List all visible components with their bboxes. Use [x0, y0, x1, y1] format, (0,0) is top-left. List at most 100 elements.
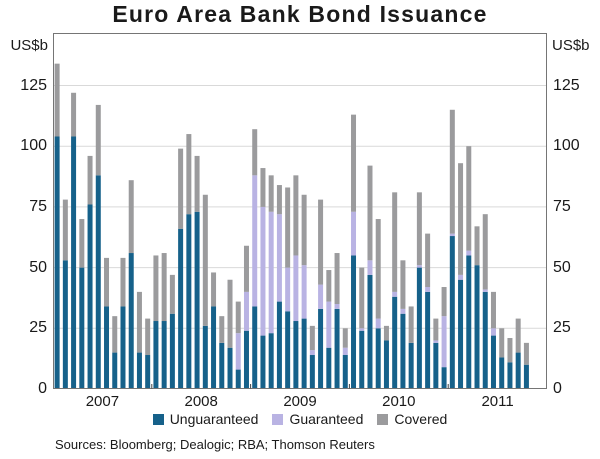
- bar-guaranteed-Mar-2010: [367, 260, 373, 275]
- bar-unguaranteed-Jul-2008: [202, 325, 208, 389]
- bar-covered-Oct-2009: [326, 270, 332, 302]
- chart-title: Euro Area Bank Bond Issuance: [112, 1, 488, 27]
- bar-covered-May-2011: [482, 214, 488, 290]
- bar-unguaranteed-Nov-2010: [433, 342, 439, 389]
- bar-covered-Jun-2009: [293, 175, 299, 256]
- y-tick-label-left-50: 50: [29, 258, 47, 276]
- y-tick-label-right-25: 25: [553, 319, 571, 337]
- bar-unguaranteed-Mar-2011: [466, 255, 472, 389]
- bar-unguaranteed-Sep-2007: [120, 306, 126, 389]
- bar-covered-Nov-2009: [334, 253, 340, 305]
- bar-covered-Mar-2010: [367, 165, 373, 261]
- bar-unguaranteed-May-2007: [87, 204, 93, 389]
- bar-unguaranteed-Jul-2010: [400, 313, 406, 389]
- bar-unguaranteed-Sep-2010: [416, 267, 422, 389]
- bar-unguaranteed-Aug-2011: [507, 362, 513, 389]
- bar-unguaranteed-Oct-2008: [227, 347, 233, 389]
- bar-unguaranteed-Jul-2007: [104, 306, 110, 389]
- bar-unguaranteed-Jun-2009: [293, 321, 299, 389]
- bar-guaranteed-Nov-2008: [235, 333, 241, 370]
- bar-unguaranteed-Sep-2011: [515, 352, 521, 389]
- bar-covered-Dec-2009: [342, 328, 348, 348]
- y-tick-label-right-50: 50: [553, 258, 571, 276]
- bar-covered-Nov-2010: [433, 318, 439, 341]
- bar-guaranteed-Jan-2010: [351, 211, 357, 256]
- bar-covered-Aug-2010: [408, 306, 414, 343]
- bar-covered-May-2008: [186, 134, 192, 215]
- bar-covered-Aug-2007: [112, 316, 118, 353]
- bar-covered-Apr-2011: [474, 226, 480, 266]
- bar-covered-Jun-2008: [194, 155, 200, 212]
- bar-covered-Oct-2008: [227, 279, 233, 348]
- bar-unguaranteed-Aug-2008: [211, 306, 217, 389]
- bar-unguaranteed-Aug-2007: [112, 352, 118, 389]
- bar-covered-Sep-2007: [120, 257, 126, 307]
- bar-guaranteed-Jun-2010: [392, 291, 398, 297]
- y-tick-label-right-75: 75: [553, 197, 571, 215]
- bar-covered-Dec-2010: [441, 287, 447, 317]
- bar-covered-Jul-2009: [301, 194, 307, 266]
- bar-guaranteed-Oct-2009: [326, 301, 332, 348]
- bar-covered-Jan-2010: [351, 114, 357, 212]
- plot-frame: [53, 33, 547, 389]
- bar-covered-Feb-2010: [359, 267, 365, 329]
- bar-covered-Feb-2007: [62, 199, 68, 261]
- bar-covered-Jan-2011: [449, 109, 455, 234]
- bar-unguaranteed-Jan-2007: [54, 136, 60, 389]
- bar-covered-Jan-2009: [252, 129, 258, 176]
- bar-covered-Jul-2011: [499, 328, 505, 358]
- bar-unguaranteed-Jun-2010: [392, 296, 398, 389]
- bar-covered-Oct-2010: [425, 233, 431, 288]
- bar-guaranteed-May-2009: [285, 267, 291, 312]
- bar-unguaranteed-Mar-2010: [367, 274, 373, 389]
- bar-guaranteed-Oct-2010: [425, 287, 431, 292]
- bar-unguaranteed-Jun-2007: [95, 175, 101, 389]
- bar-covered-Oct-2011: [523, 342, 529, 365]
- legend-label-unguaranteed: Unguaranteed: [169, 411, 259, 427]
- bar-covered-Feb-2009: [260, 168, 266, 207]
- bar-covered-Apr-2007: [79, 219, 85, 268]
- bar-unguaranteed-Oct-2009: [326, 347, 332, 389]
- sources-note: Sources: Bloomberg; Dealogic; RBA; Thoms…: [55, 437, 375, 452]
- bar-covered-Jan-2007: [54, 63, 60, 137]
- bar-unguaranteed-Dec-2010: [441, 367, 447, 389]
- bar-covered-Mar-2011: [466, 146, 472, 251]
- bar-unguaranteed-Apr-2010: [375, 328, 381, 389]
- bar-unguaranteed-Apr-2011: [474, 265, 480, 389]
- bar-unguaranteed-Jul-2011: [499, 357, 505, 389]
- legend-label-guaranteed: Guaranteed: [289, 411, 364, 427]
- bar-unguaranteed-Apr-2009: [276, 301, 282, 389]
- legend-item-covered: Covered: [377, 411, 447, 427]
- bar-covered-Feb-2011: [458, 163, 464, 275]
- bar-guaranteed-Dec-2008: [243, 291, 249, 331]
- bar-covered-May-2007: [87, 155, 93, 205]
- bar-unguaranteed-Mar-2008: [169, 313, 175, 389]
- bar-covered-Aug-2009: [309, 325, 315, 351]
- y-axis-unit-left: US$b: [10, 37, 48, 54]
- bar-covered-Apr-2010: [375, 219, 381, 319]
- bar-covered-Oct-2007: [128, 180, 134, 254]
- bar-unguaranteed-May-2011: [482, 291, 488, 389]
- y-tick-label-left-125: 125: [20, 76, 47, 94]
- bar-covered-Jul-2007: [104, 257, 110, 307]
- bar-unguaranteed-Jul-2009: [301, 318, 307, 389]
- bar-unguaranteed-Nov-2008: [235, 369, 241, 389]
- bar-covered-Apr-2009: [276, 185, 282, 215]
- bar-guaranteed-Apr-2009: [276, 214, 282, 302]
- x-tick-label-2008: 2008: [184, 393, 218, 410]
- bar-unguaranteed-Mar-2007: [71, 136, 77, 389]
- bar-unguaranteed-Feb-2008: [161, 321, 167, 389]
- bar-covered-Aug-2008: [211, 272, 217, 307]
- x-tick-label-2010: 2010: [382, 393, 416, 410]
- x-tick-label-2007: 2007: [85, 393, 120, 410]
- bar-covered-Sep-2008: [219, 316, 225, 343]
- bar-unguaranteed-Feb-2010: [359, 330, 365, 389]
- bar-unguaranteed-Apr-2007: [79, 267, 85, 389]
- bar-unguaranteed-Jan-2010: [351, 255, 357, 389]
- bar-guaranteed-Nov-2009: [334, 304, 340, 309]
- bar-guaranteed-Dec-2009: [342, 347, 348, 355]
- bar-guaranteed-Jan-2011: [449, 233, 455, 237]
- bar-unguaranteed-Sep-2008: [219, 342, 225, 389]
- bar-unguaranteed-Feb-2007: [62, 260, 68, 389]
